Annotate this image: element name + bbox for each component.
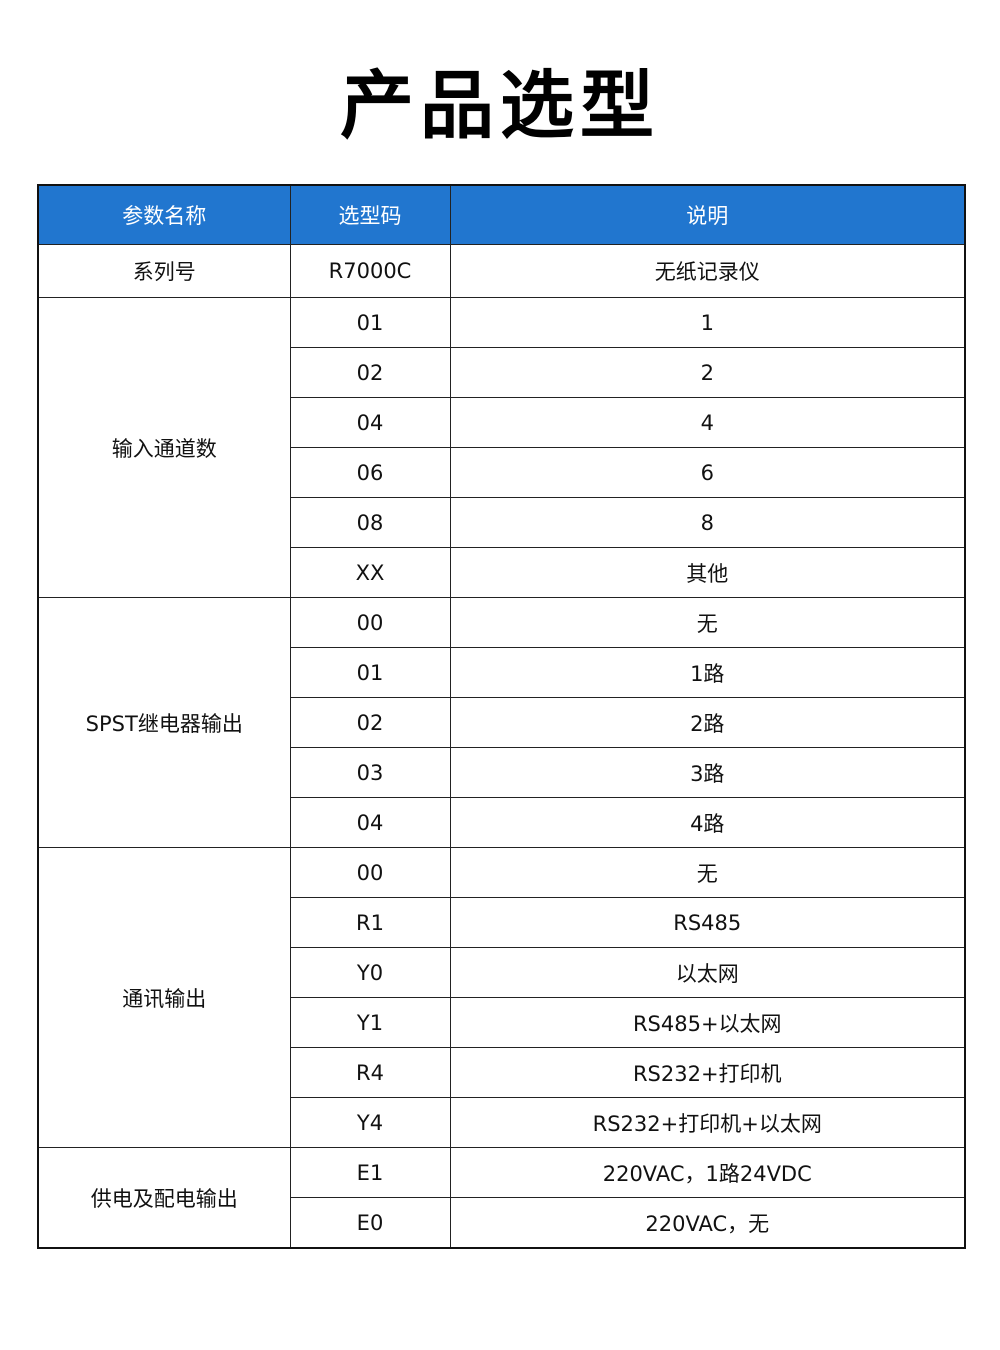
description-cell: 3路 <box>449 747 966 798</box>
description-cell: 无 <box>449 597 966 648</box>
table-header-row: 参数名称 选型码 说明 <box>37 184 966 245</box>
description-cell: 8 <box>449 497 966 548</box>
code-cell: 00 <box>289 847 451 898</box>
code-cell: Y0 <box>289 947 451 998</box>
description-cell: RS485+以太网 <box>449 997 966 1048</box>
header-description: 说明 <box>449 184 966 245</box>
code-cell: XX <box>289 547 451 598</box>
code-cell: 08 <box>289 497 451 548</box>
table-row: 供电及配电输出 E1 220VAC，1路24VDC <box>37 1147 966 1249</box>
description-cell: 220VAC，无 <box>449 1197 966 1249</box>
code-cell: 01 <box>289 297 451 348</box>
description-cell: 4 <box>449 397 966 448</box>
code-cell: R7000C <box>289 244 451 298</box>
code-cell: 03 <box>289 747 451 798</box>
description-cell: 220VAC，1路24VDC <box>449 1147 966 1198</box>
table-row: 输入通道数 01 1 <box>37 297 966 598</box>
header-code: 选型码 <box>289 184 451 245</box>
code-cell: Y1 <box>289 997 451 1048</box>
description-cell: 2 <box>449 347 966 398</box>
param-name-cell: SPST继电器输出 <box>37 597 291 848</box>
code-cell: R4 <box>289 1047 451 1098</box>
description-cell: 2路 <box>449 697 966 748</box>
code-cell: Y4 <box>289 1097 451 1148</box>
table-row: R1 RS485 <box>38 897 966 948</box>
description-cell: 6 <box>449 447 966 498</box>
table-row: 系列号 R7000C 无纸记录仪 <box>37 244 966 298</box>
code-cell: 01 <box>289 647 451 698</box>
page-title: 产品选型 <box>340 63 660 149</box>
table-row: 01 1路 <box>38 647 966 698</box>
description-cell: 1 <box>449 297 966 348</box>
param-name-cell: 供电及配电输出 <box>37 1147 291 1249</box>
code-cell: E1 <box>289 1147 451 1198</box>
table-row: 04 4 <box>38 397 966 448</box>
product-selection-table: 参数名称 选型码 说明 系列号 R7000C 无纸记录仪 输入通道数 01 1 02 2 04 4… <box>37 184 966 1249</box>
table-row: R4 RS232+打印机 <box>38 1047 966 1098</box>
table-row: Y1 RS485+以太网 <box>38 997 966 1048</box>
code-cell: 02 <box>289 697 451 748</box>
description-cell: 1路 <box>449 647 966 698</box>
param-name-cell: 输入通道数 <box>37 297 291 598</box>
description-cell: 无纸记录仪 <box>449 244 966 298</box>
description-cell: 以太网 <box>449 947 966 998</box>
description-cell: RS485 <box>449 897 966 948</box>
code-cell: 02 <box>289 347 451 398</box>
description-cell: 无 <box>449 847 966 898</box>
param-name-cell: 系列号 <box>37 244 291 298</box>
table-row: XX 其他 <box>38 547 966 598</box>
code-cell: R1 <box>289 897 451 948</box>
description-cell: RS232+打印机 <box>449 1047 966 1098</box>
table-row: 02 2 <box>38 347 966 398</box>
description-cell: 其他 <box>449 547 966 598</box>
header-param-name: 参数名称 <box>37 184 291 245</box>
code-cell: 06 <box>289 447 451 498</box>
code-cell: 00 <box>289 597 451 648</box>
table-row: E0 220VAC，无 <box>38 1197 966 1249</box>
code-cell: 04 <box>289 397 451 448</box>
table-row: 06 6 <box>38 447 966 498</box>
param-name-cell: 通讯输出 <box>37 847 291 1148</box>
table-row: Y4 RS232+打印机+以太网 <box>38 1097 966 1148</box>
code-cell: 04 <box>289 797 451 848</box>
table-row: SPST继电器输出 00 无 <box>37 597 966 848</box>
description-cell: RS232+打印机+以太网 <box>449 1097 966 1148</box>
table-row: 04 4路 <box>38 797 966 848</box>
table-row: 03 3路 <box>38 747 966 798</box>
code-cell: E0 <box>289 1197 451 1249</box>
description-cell: 4路 <box>449 797 966 848</box>
table-row: 通讯输出 00 无 <box>37 847 966 1148</box>
